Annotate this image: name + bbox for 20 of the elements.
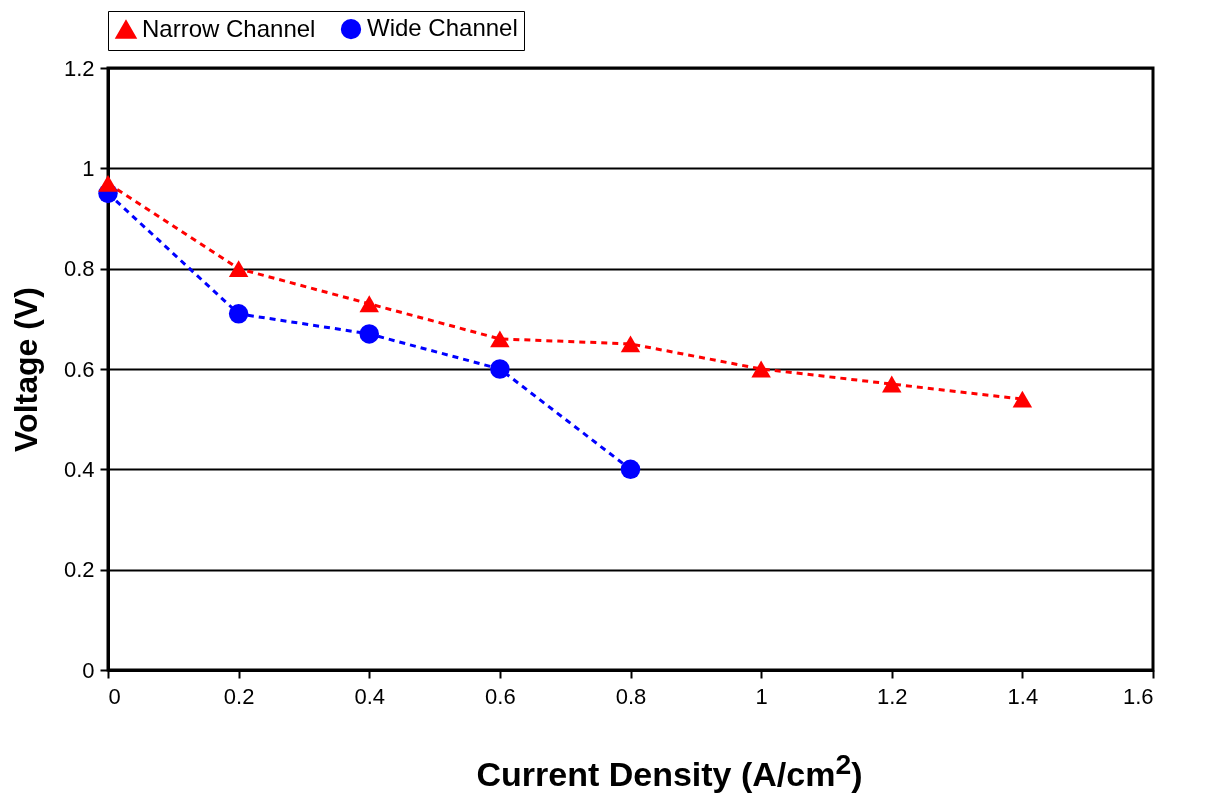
x-tick-label: 0 [108, 683, 121, 709]
legend-label: Narrow Channel [142, 14, 316, 42]
x-tick-label: 0.2 [223, 683, 255, 709]
x-tick-label: 0.4 [354, 683, 386, 709]
x-axis-title: Current Density (A/cm$^{2}$) [475, 748, 864, 795]
y-tick-label: 0.2 [63, 557, 95, 583]
legend-label: Wide Channel [367, 14, 518, 42]
y-tick-label: 0.8 [63, 256, 95, 282]
y-tick-label: 0.6 [63, 356, 95, 382]
y-tick-label: 1 [82, 155, 95, 181]
x-tick-label: 0.6 [485, 683, 516, 709]
y-tick-label: 1.2 [63, 55, 95, 81]
x-tick-label: 0.8 [615, 683, 647, 709]
x-tick-label: 1.2 [876, 683, 908, 709]
y-tick-label: 0 [82, 657, 95, 683]
x-tick-label: 1.6 [1122, 683, 1154, 709]
x-tick-label: 1 [755, 683, 768, 709]
y-axis-title: Voltage (V) [7, 287, 44, 452]
x-tick-label: 1.4 [1007, 683, 1039, 709]
y-tick-label: 0.4 [63, 456, 95, 482]
